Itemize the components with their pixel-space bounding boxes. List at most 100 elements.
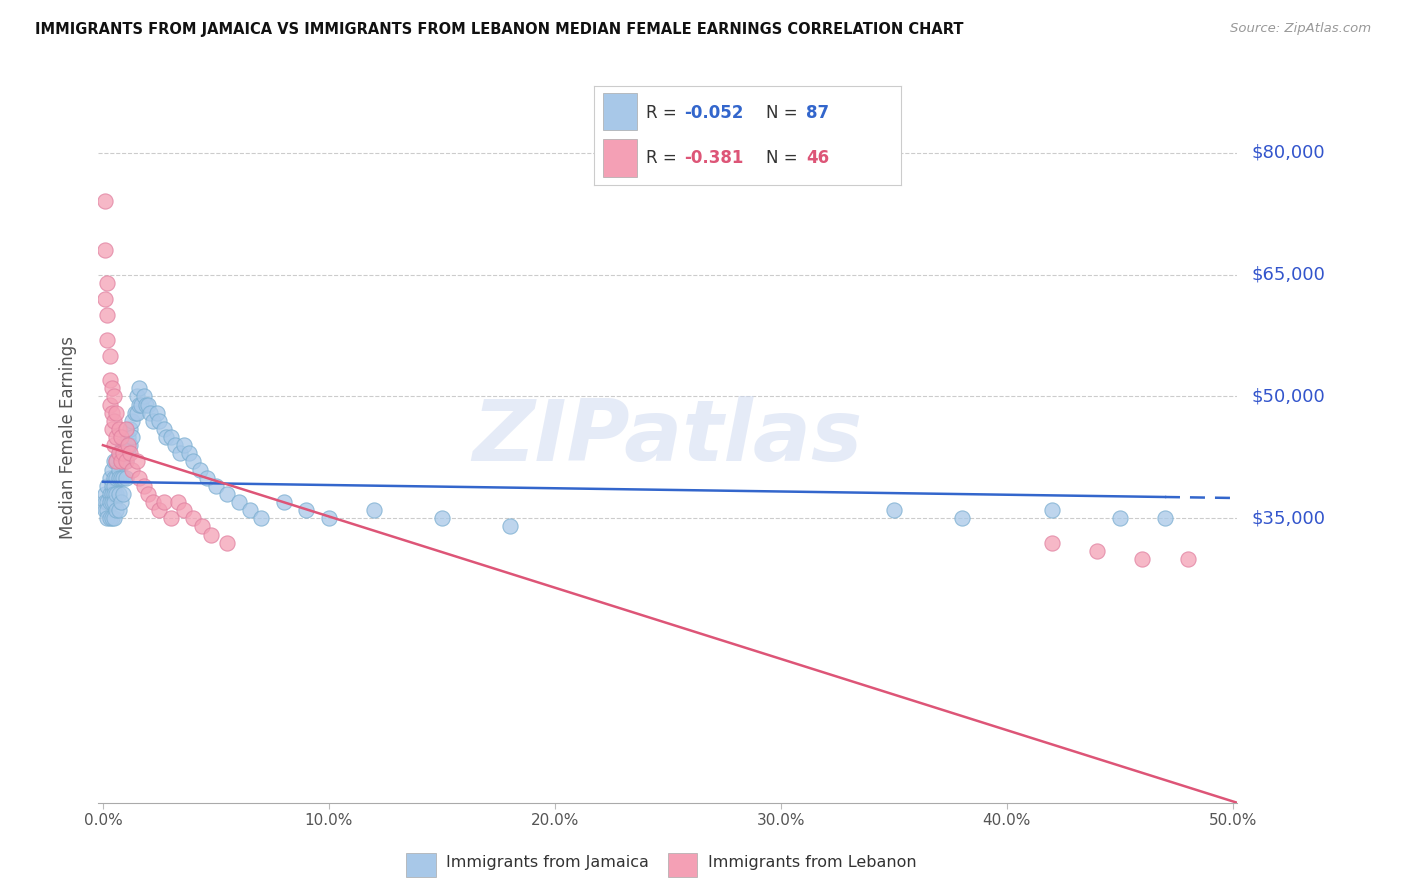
Point bbox=[1154, 511, 1177, 525]
Point bbox=[101, 422, 124, 436]
Point bbox=[183, 511, 205, 525]
Point bbox=[273, 495, 295, 509]
Point bbox=[98, 398, 121, 412]
Point bbox=[217, 535, 239, 549]
Point bbox=[166, 495, 188, 509]
Point bbox=[107, 471, 129, 485]
Point bbox=[148, 414, 170, 428]
Point bbox=[883, 503, 905, 517]
Point bbox=[295, 503, 318, 517]
Point bbox=[101, 511, 124, 525]
Point bbox=[128, 398, 150, 412]
Point bbox=[101, 462, 124, 476]
Point bbox=[101, 381, 124, 395]
Point bbox=[107, 446, 129, 460]
Point bbox=[105, 430, 128, 444]
Point bbox=[105, 406, 128, 420]
Point bbox=[114, 438, 136, 452]
Point bbox=[165, 438, 187, 452]
Point bbox=[94, 194, 117, 209]
Text: IMMIGRANTS FROM JAMAICA VS IMMIGRANTS FROM LEBANON MEDIAN FEMALE EARNINGS CORREL: IMMIGRANTS FROM JAMAICA VS IMMIGRANTS FR… bbox=[35, 22, 963, 37]
Point bbox=[188, 462, 211, 476]
Point bbox=[191, 519, 214, 533]
Point bbox=[105, 503, 128, 517]
Point bbox=[128, 471, 150, 485]
Point bbox=[142, 414, 165, 428]
Point bbox=[101, 479, 124, 493]
Point bbox=[98, 511, 121, 525]
Point bbox=[155, 430, 177, 444]
Point bbox=[139, 406, 162, 420]
Point bbox=[103, 479, 125, 493]
Point bbox=[105, 487, 128, 501]
Point bbox=[173, 503, 195, 517]
Point bbox=[94, 495, 117, 509]
Point bbox=[98, 349, 121, 363]
Text: Immigrants from Jamaica: Immigrants from Jamaica bbox=[446, 855, 648, 871]
Point bbox=[103, 414, 125, 428]
Point bbox=[103, 389, 125, 403]
Point bbox=[430, 511, 453, 525]
Point bbox=[110, 430, 132, 444]
Point bbox=[110, 454, 132, 468]
Point bbox=[121, 414, 143, 428]
Point bbox=[950, 511, 973, 525]
Point bbox=[98, 373, 121, 387]
Point bbox=[101, 406, 124, 420]
Point bbox=[101, 495, 124, 509]
Point bbox=[153, 422, 176, 436]
Point bbox=[121, 462, 143, 476]
Point bbox=[114, 454, 136, 468]
Point bbox=[110, 454, 132, 468]
Point bbox=[117, 438, 139, 452]
Point bbox=[499, 519, 522, 533]
Point bbox=[96, 495, 118, 509]
Point bbox=[110, 446, 132, 460]
Point bbox=[114, 471, 136, 485]
Point bbox=[98, 487, 121, 501]
Point bbox=[94, 503, 117, 517]
Text: $35,000: $35,000 bbox=[1251, 509, 1326, 527]
Point bbox=[200, 527, 222, 541]
Point bbox=[98, 495, 121, 509]
Point bbox=[1108, 511, 1130, 525]
Point bbox=[96, 276, 118, 290]
Point bbox=[250, 511, 273, 525]
Point bbox=[173, 438, 195, 452]
Point bbox=[103, 511, 125, 525]
Point bbox=[363, 503, 385, 517]
Point bbox=[117, 430, 139, 444]
Point bbox=[94, 292, 117, 306]
Text: ZIPatlas: ZIPatlas bbox=[472, 395, 863, 479]
Point bbox=[117, 446, 139, 460]
Point bbox=[103, 471, 125, 485]
Point bbox=[105, 471, 128, 485]
Point bbox=[195, 471, 218, 485]
Point bbox=[153, 495, 176, 509]
Point bbox=[1130, 552, 1153, 566]
Point bbox=[103, 438, 125, 452]
Text: $80,000: $80,000 bbox=[1251, 144, 1324, 161]
Text: $65,000: $65,000 bbox=[1251, 266, 1324, 284]
Point bbox=[96, 479, 118, 493]
Point bbox=[103, 487, 125, 501]
Point bbox=[107, 462, 129, 476]
Point bbox=[112, 487, 135, 501]
Point bbox=[125, 389, 148, 403]
Point bbox=[96, 503, 118, 517]
Point bbox=[110, 471, 132, 485]
FancyBboxPatch shape bbox=[668, 854, 697, 877]
Y-axis label: Median Female Earnings: Median Female Earnings bbox=[59, 335, 77, 539]
Point bbox=[107, 422, 129, 436]
Point bbox=[112, 438, 135, 452]
Point bbox=[135, 398, 157, 412]
Point bbox=[96, 511, 118, 525]
Point bbox=[169, 446, 191, 460]
Point bbox=[1040, 503, 1063, 517]
Point bbox=[125, 454, 148, 468]
Text: $50,000: $50,000 bbox=[1251, 387, 1324, 406]
Point bbox=[94, 487, 117, 501]
Point bbox=[159, 511, 181, 525]
Point bbox=[148, 503, 170, 517]
Text: Immigrants from Lebanon: Immigrants from Lebanon bbox=[707, 855, 917, 871]
